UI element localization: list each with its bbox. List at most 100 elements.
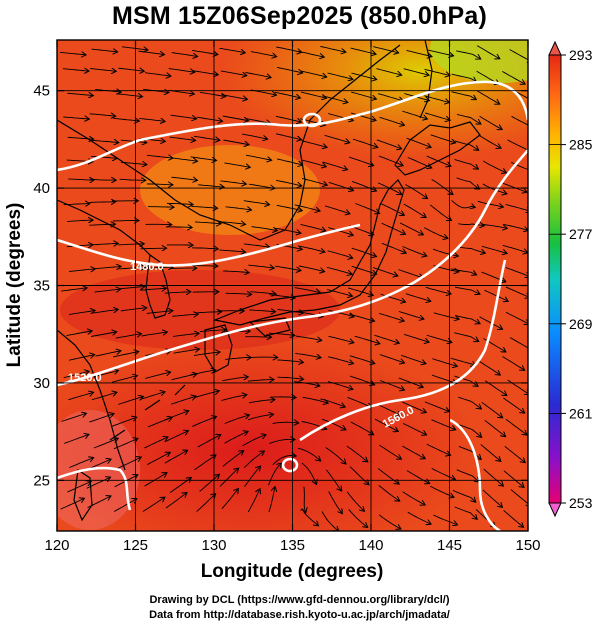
wind-streamline [224,432,248,444]
wind-streamline [192,248,217,249]
wind-streamline [431,179,453,195]
wind-streamline [146,267,172,268]
colorbar-scale [548,54,562,504]
wind-streamline [91,156,116,158]
wind-streamline [166,203,192,204]
wind-streamline [399,222,423,234]
wind-streamline [275,265,300,270]
x-tick-label: 140 [358,537,383,554]
wind-streamline [346,445,367,461]
wind-streamline [66,220,92,221]
wind-streamline [505,267,528,277]
wind-streamline [423,227,447,239]
wind-streamline [68,355,94,361]
wind-streamline [321,511,338,531]
wind-streamline [169,136,195,140]
wind-streamline [379,354,404,363]
wind-streamline [425,286,450,293]
wind-streamline [219,222,245,225]
wind-streamline [398,310,423,318]
wind-streamline [402,401,425,412]
colorbar-tick-label: 269 [569,316,593,332]
wind-streamline [164,292,190,293]
colorbar-tick-label: 285 [569,137,593,153]
wind-streamline [120,308,146,312]
wind-streamline [320,398,344,407]
wind-streamline [225,293,251,294]
coast-kyushu [204,324,233,373]
wind-streamline [219,47,245,52]
wind-streamline [61,288,86,292]
wind-streamline [322,161,347,169]
wind-streamline [173,349,199,354]
wind-streamline [195,222,220,224]
wind-streamline [118,397,142,405]
wind-streamline [277,360,302,362]
wind-streamline [146,155,172,158]
wind-streamline [276,179,301,185]
wind-streamline [352,138,377,147]
wind-streamline [118,287,144,289]
wind-streamline [432,358,456,366]
wind-streamline [373,46,398,53]
wind-streamline [511,115,528,126]
wind-streamline [171,157,197,161]
colorbar-underflow-arrow [548,502,562,518]
wind-streamline [455,286,479,294]
wind-streamline [484,289,508,301]
wind-streamline [374,334,398,343]
colorbar-tick-label: 277 [569,226,593,242]
wind-streamline [300,91,326,98]
wind-streamline [430,134,455,143]
latitude-tick-labels: 25 30 35 40 45 [33,83,50,490]
wind-streamline [481,401,502,417]
wind-streamline [223,271,248,273]
wind-streamline [63,372,88,379]
wind-streamline [433,514,456,525]
wind-streamline [484,420,505,437]
wind-streamline [168,68,194,73]
wind-streamline [62,69,88,71]
wind-streamline [431,419,455,430]
wind-streamline [89,114,115,116]
wind-streamline [190,156,216,161]
wind-streamline [277,158,302,165]
wind-streamline [350,421,373,434]
wind-streamline [87,496,111,509]
wind-streamline [165,493,186,509]
wind-streamline [424,112,449,120]
cool-region-manchuria [140,145,320,235]
wind-streamline [377,404,401,416]
wind-streamline [324,134,349,142]
wind-streamline [505,419,526,434]
wind-streamline [164,451,187,464]
wind-streamline [245,117,270,123]
wind-streamline [298,51,324,57]
wind-streamline [402,246,426,256]
wind-streamline [302,396,328,403]
wind-streamline [69,311,94,315]
wind-streamline [454,158,478,168]
wind-streamline [118,244,143,245]
wind-streamline [89,224,114,225]
wind-streamline [245,72,270,78]
wind-streamline [502,356,524,370]
wind-streamline [432,248,457,256]
wind-streamline [380,293,405,302]
wind-streamline [63,117,88,119]
x-tick-label: 120 [44,537,69,554]
wind-streamline [199,330,225,332]
wind-streamline [274,91,300,97]
wind-streamline [402,491,425,505]
wind-streamline [146,453,169,465]
wind-streamline [140,248,166,249]
wind-streamline [164,411,188,421]
wind-streamline [454,332,478,341]
wind-streamline [454,506,477,519]
contour-label-1520: 1520.0 [68,372,102,384]
wind-streamline [222,115,248,120]
wind-streamline [456,113,480,123]
wind-streamline [191,49,217,54]
wind-streamline [138,50,164,54]
x-tick-label: 145 [437,537,462,554]
